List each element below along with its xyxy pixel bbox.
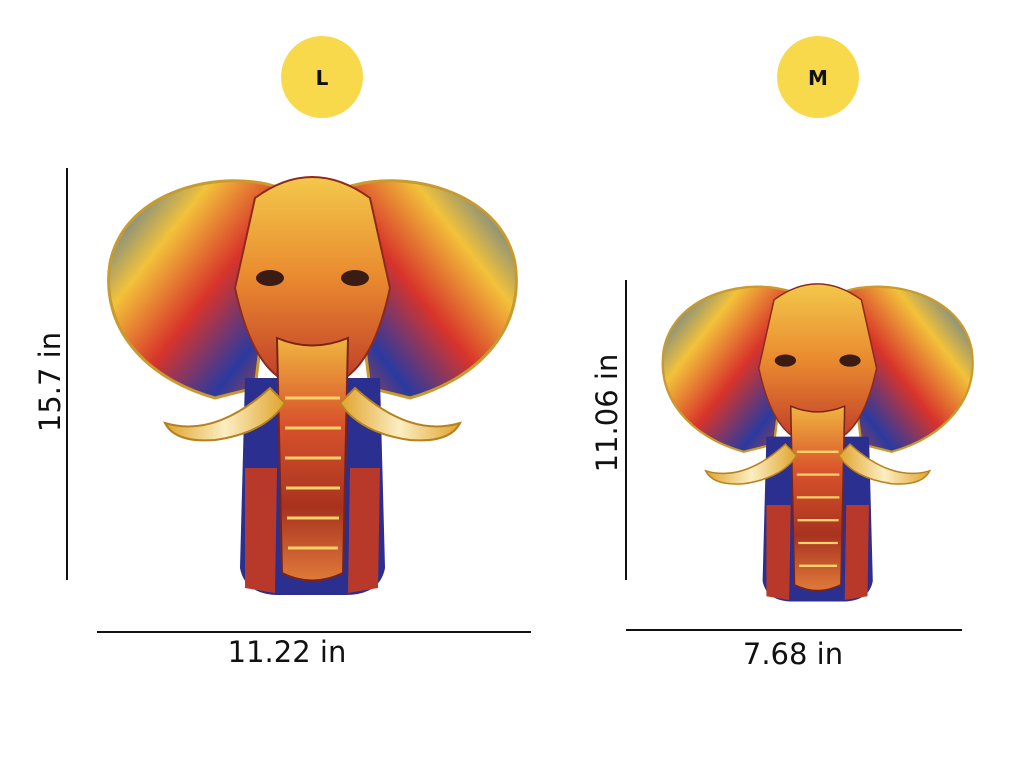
size-m: M 11.06 in 7.68 in <box>590 36 974 671</box>
puzzle-image <box>661 282 974 603</box>
size-label: L <box>316 66 329 90</box>
size-l: L 15.7 in 11.22 in <box>33 36 531 669</box>
height-label: 11.06 in <box>590 354 624 473</box>
width-label: 7.68 in <box>743 637 843 671</box>
width-label: 11.22 in <box>228 635 347 669</box>
size-badge <box>777 36 859 118</box>
puzzle-image <box>107 175 518 597</box>
size-badge <box>281 36 363 118</box>
size-label: M <box>808 66 828 90</box>
height-label: 15.7 in <box>33 332 67 432</box>
